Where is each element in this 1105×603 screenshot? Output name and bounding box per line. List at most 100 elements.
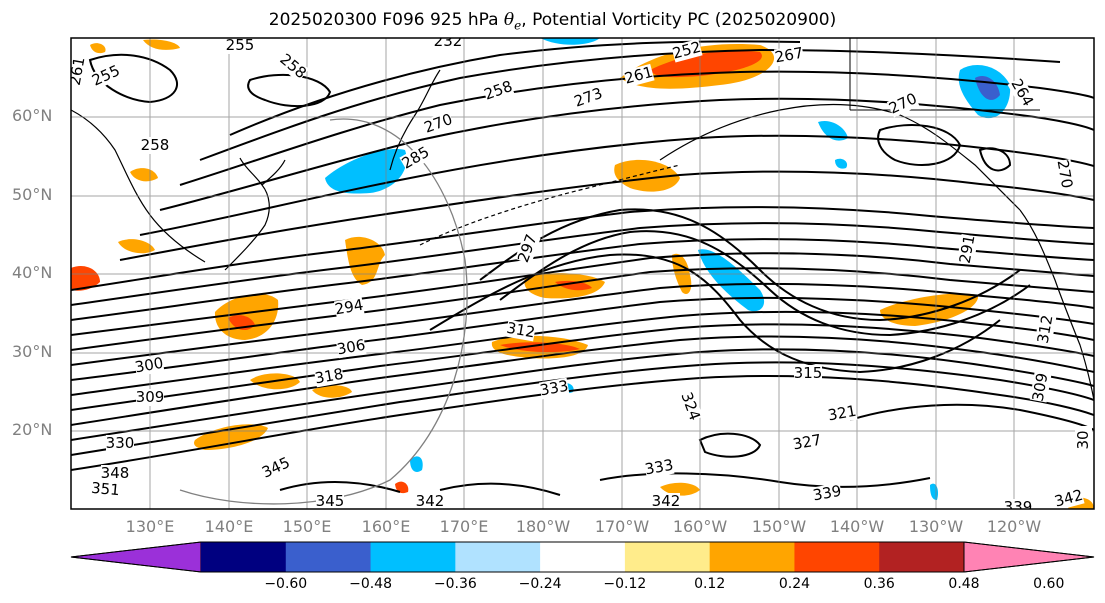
contour-label: 330 xyxy=(106,434,135,452)
pv-positive-patch xyxy=(660,482,700,496)
contour-label: 342 xyxy=(1053,486,1085,511)
contour-label: 300 xyxy=(133,354,164,377)
border xyxy=(849,38,1040,111)
contour-label: 261 xyxy=(66,55,89,86)
contour-label-bg xyxy=(416,493,444,509)
colorbar-segment xyxy=(370,542,456,572)
latitude-label: 60°N xyxy=(12,106,53,125)
contour-label-bg xyxy=(1029,371,1052,403)
contour-label: 291 xyxy=(956,233,979,264)
latitude-label: 40°N xyxy=(12,263,53,282)
contour-label-bg xyxy=(434,38,462,50)
pv-positive-patch xyxy=(395,481,409,494)
contour-label: 351 xyxy=(90,479,120,499)
colorbar-tick-label: −0.36 xyxy=(433,576,477,592)
contour-label-bg xyxy=(538,377,570,400)
pv-positive-patch xyxy=(555,280,592,291)
pv-positive-patch xyxy=(90,43,106,54)
longitude-label: 160°E xyxy=(361,517,411,536)
north-america-coast xyxy=(1019,209,1094,401)
contour-label: 345 xyxy=(316,492,345,510)
colorbar-segment xyxy=(201,542,287,572)
contour-label-bg xyxy=(333,296,365,319)
contour-label: 309 xyxy=(136,388,165,406)
contour-label-bg xyxy=(956,233,979,265)
latitude-label: 50°N xyxy=(12,185,53,204)
pv-positive-patch xyxy=(650,50,762,78)
colorbar-tick-label: −0.60 xyxy=(264,576,308,592)
contour-label: 342 xyxy=(652,492,681,510)
longitude-label: 140°E xyxy=(204,517,254,536)
contour-label-bg xyxy=(811,482,843,505)
contour-label-bg xyxy=(572,84,605,111)
pv-negative-patch xyxy=(698,249,765,312)
contour-label-bg xyxy=(259,454,293,482)
contour-label-bg xyxy=(482,77,515,104)
contour-label: 321 xyxy=(826,402,857,425)
contour-label: 315 xyxy=(794,364,823,382)
pv-positive-patch xyxy=(143,39,180,50)
contour-label: 318 xyxy=(313,365,344,388)
contour-label: 270 xyxy=(1054,158,1077,189)
title-prefix: 2025020300 F096 925 hPa xyxy=(268,10,504,30)
graticule xyxy=(71,38,1094,509)
latitude-label: 30°N xyxy=(12,342,53,361)
colorbar xyxy=(70,541,1095,573)
contour-label: 294 xyxy=(333,296,364,319)
contour-label: 255 xyxy=(226,36,255,54)
colorbar-tick-label: 0.48 xyxy=(948,576,980,592)
contour-label-bg xyxy=(90,479,121,500)
contour-label-bg xyxy=(826,402,858,425)
aleutians xyxy=(419,164,681,246)
longitude-label: 170°W xyxy=(594,517,650,536)
longitude-label: 120°W xyxy=(986,517,1042,536)
contour-label-bg xyxy=(1053,158,1076,190)
pv-negative-patch xyxy=(540,38,600,45)
contour-label: 312 xyxy=(505,319,536,342)
colorbar-segment xyxy=(455,542,541,572)
contour-label-bg xyxy=(89,62,123,90)
longitude-label: 180°W xyxy=(515,517,571,536)
colorbar-segment xyxy=(285,542,372,572)
contour-label-bg xyxy=(133,354,165,377)
contour-label-bg xyxy=(505,319,537,342)
pv-positive-patch xyxy=(500,342,580,353)
colorbar-tick-label: −0.12 xyxy=(603,576,647,592)
colorbar-outline xyxy=(70,541,1095,573)
contour-label-bg xyxy=(1053,486,1085,509)
colorbar-tick-label: 0.36 xyxy=(863,576,895,592)
colorbar-segment xyxy=(624,542,711,572)
contour-label: 348 xyxy=(101,464,130,482)
contour-label: 309 xyxy=(1029,371,1052,402)
contour-label-bg xyxy=(773,44,805,67)
contour-label-bg xyxy=(643,456,675,479)
colorbar-segment xyxy=(709,542,795,572)
pv-negative-patch xyxy=(818,120,848,141)
pv-positive-patch xyxy=(614,159,680,192)
longitude-label: 150°E xyxy=(282,517,332,536)
pv-shading xyxy=(71,38,1094,509)
japan-coast xyxy=(224,157,286,271)
contour-label-bg xyxy=(106,435,134,452)
asia-coast xyxy=(71,109,206,263)
contour-label-bg xyxy=(652,493,680,509)
contour-label-bg xyxy=(1075,426,1092,454)
contour-label-bg xyxy=(141,137,169,154)
theta-subscript: e xyxy=(514,18,522,33)
contour-label: 339 xyxy=(811,482,842,505)
contour-label-bg xyxy=(316,493,344,509)
longitude-label: 130°W xyxy=(908,517,964,536)
coastlines xyxy=(71,38,1094,401)
contour-label: 333 xyxy=(643,456,674,479)
contour-label-bg xyxy=(399,143,433,173)
contour-label-bg xyxy=(623,63,655,88)
pv-positive-patch xyxy=(71,265,100,291)
contour-label-bg xyxy=(71,55,89,87)
contour-label-bg xyxy=(101,465,129,482)
map-frame xyxy=(70,37,1095,510)
contour-label-bg xyxy=(1034,313,1057,345)
colorbar-tick-label: 0.24 xyxy=(778,576,811,592)
colorbar-tick-label: 0.60 xyxy=(1033,576,1065,592)
